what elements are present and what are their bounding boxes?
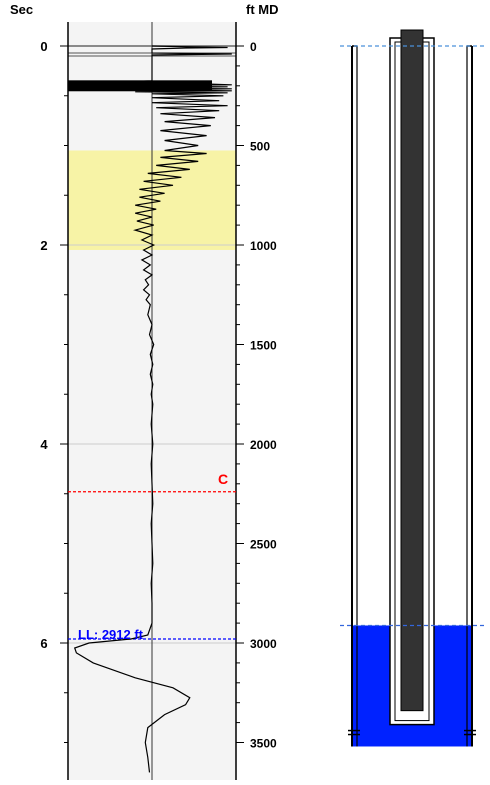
trace-line	[73, 45, 232, 773]
right-tick-label: 500	[250, 140, 270, 154]
left-tick-label: 4	[40, 437, 48, 452]
fluid-level-label: LL: 2912 ft	[78, 627, 144, 642]
right-tick-label: 3500	[250, 737, 277, 751]
strong-reflection-2	[68, 84, 212, 88]
trace-layer	[68, 45, 232, 773]
marker-c-label: C	[218, 471, 228, 487]
rod-string	[400, 29, 424, 712]
marker-layer	[68, 491, 236, 640]
strong-reflection-3	[68, 86, 212, 90]
strong-reflection-1	[68, 82, 212, 86]
axis-layer: 0 2 4 6 0 500 1000 1500 2000 2500 3000 3500	[40, 39, 277, 751]
right-tick-label: 1500	[250, 339, 277, 353]
right-tick-label: 2000	[250, 438, 277, 452]
wellbore-diagram	[340, 29, 484, 747]
right-axis-title: ft MD	[246, 2, 279, 17]
right-tick-label: 1000	[250, 239, 277, 253]
left-tick-label: 2	[40, 238, 47, 253]
right-tick-label: 2500	[250, 538, 277, 552]
right-tick-label: 3000	[250, 637, 277, 651]
left-tick-label: 0	[40, 39, 47, 54]
strong-reflection-0	[68, 80, 212, 84]
left-axis-title: Sec	[10, 2, 33, 17]
strong-reflection-4	[68, 88, 212, 92]
right-tick-label: 0	[250, 40, 257, 54]
left-tick-label: 6	[40, 636, 47, 651]
